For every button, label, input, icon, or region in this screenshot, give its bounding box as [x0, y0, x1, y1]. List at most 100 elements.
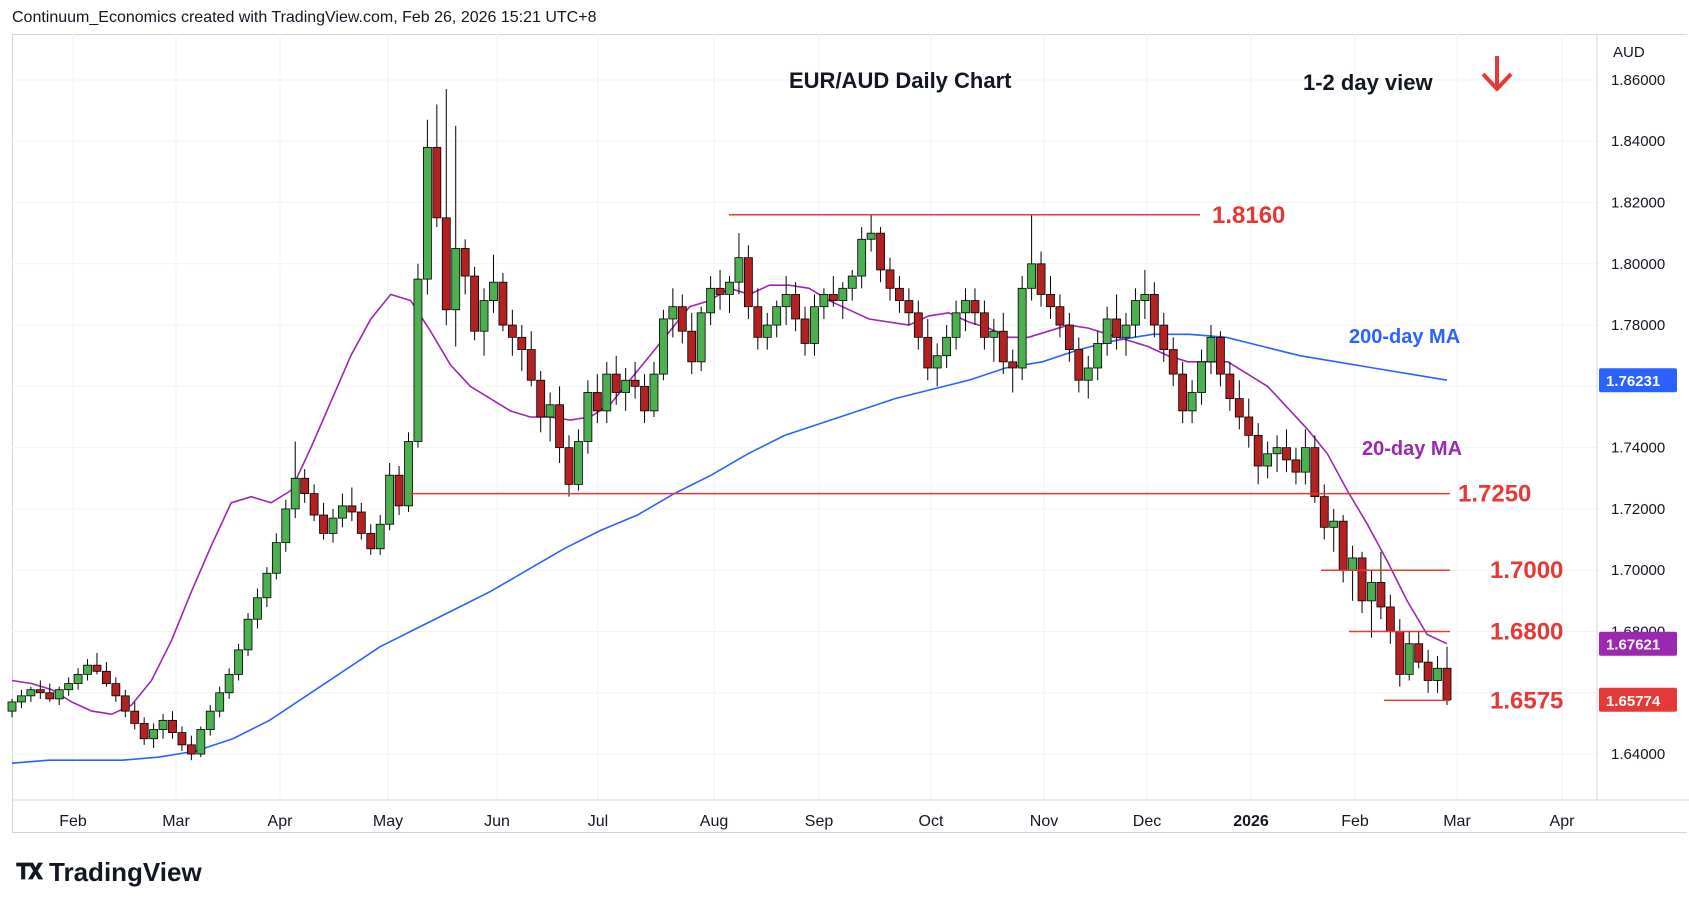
candle	[649, 361, 659, 417]
x-tick-label: Oct	[919, 813, 944, 830]
candle	[980, 300, 989, 350]
candle-body	[961, 300, 970, 314]
candle	[253, 588, 262, 629]
candle	[1008, 349, 1018, 393]
chart-attribution: Continuum_Economics created with Trading…	[12, 9, 597, 26]
candle-body	[73, 673, 83, 684]
candle-body	[1329, 520, 1339, 528]
candle	[1121, 312, 1131, 356]
candle	[1244, 398, 1254, 448]
candle	[224, 668, 234, 699]
candle-body	[234, 649, 243, 675]
candle	[1064, 312, 1074, 362]
candle	[734, 233, 744, 295]
candle	[290, 441, 300, 519]
candle	[1263, 441, 1273, 479]
candle-body	[432, 146, 442, 219]
price-axis: 1.640001.660001.680001.700001.720001.740…	[12, 34, 1689, 801]
candle-body	[725, 281, 734, 295]
candle-body	[668, 306, 678, 320]
candle-body	[243, 618, 253, 651]
candle	[838, 282, 848, 319]
candle-body	[677, 306, 687, 332]
candle	[526, 331, 536, 387]
candle-body	[1244, 416, 1254, 436]
candle	[1046, 276, 1055, 319]
candle	[130, 701, 140, 730]
candle	[677, 294, 687, 344]
candle-body	[498, 281, 508, 326]
candle-body	[1376, 582, 1386, 608]
candle-body	[1149, 294, 1159, 326]
candle-body	[1272, 447, 1282, 455]
candle-body	[1263, 453, 1273, 467]
candle-body	[1291, 459, 1301, 473]
candle	[828, 276, 838, 307]
candle	[1159, 312, 1169, 362]
candle-body	[659, 318, 668, 375]
candle-body	[404, 441, 413, 507]
candle-body	[743, 257, 753, 308]
candle-body	[1140, 294, 1150, 301]
tradingview-logo[interactable]: 𝐓𝐗 TradingView	[16, 857, 202, 888]
candle-body	[1083, 367, 1093, 381]
candle	[149, 723, 159, 748]
candle-body	[64, 683, 74, 691]
candle	[451, 125, 461, 347]
candle-body	[810, 306, 819, 344]
candle-body	[1159, 324, 1169, 350]
candle-body	[611, 373, 621, 393]
candle	[1168, 337, 1178, 387]
candle-body	[1112, 318, 1121, 338]
last-price-tag-bg	[1599, 687, 1677, 712]
candle	[338, 493, 347, 528]
candle-body	[385, 474, 395, 525]
x-tick-label: Nov	[1030, 813, 1058, 830]
candle	[1300, 429, 1310, 485]
candle-body	[1168, 349, 1178, 375]
candle-body	[186, 744, 196, 755]
y-tick-label: 1.82000	[1611, 195, 1665, 212]
candle	[234, 643, 243, 681]
candle	[83, 659, 92, 681]
candle	[1027, 214, 1037, 301]
y-tick-label: 1.70000	[1611, 562, 1665, 579]
candle	[196, 726, 206, 758]
candle	[1131, 288, 1140, 338]
candle-body	[932, 355, 942, 369]
candle-body	[1074, 349, 1084, 381]
candle	[404, 432, 413, 512]
candle-body	[1064, 324, 1074, 350]
x-tick-label: 2026	[1233, 813, 1269, 830]
candle-body	[441, 217, 451, 311]
candle	[35, 680, 45, 699]
candle-body	[120, 695, 130, 712]
candle	[177, 726, 187, 751]
candle	[489, 254, 498, 313]
candle-body	[876, 232, 885, 271]
candle-body	[517, 336, 527, 350]
x-tick-label: Apr	[1550, 813, 1576, 830]
candle-body	[536, 379, 546, 418]
candle	[356, 502, 366, 540]
candle-body	[1338, 520, 1348, 571]
candle-body	[130, 710, 140, 724]
candle-body	[715, 287, 725, 295]
candle	[1178, 361, 1188, 424]
candle	[913, 300, 923, 350]
candle-body	[545, 404, 555, 418]
candle-body	[507, 324, 517, 338]
x-tick-label: Mar	[162, 813, 190, 830]
candle-body	[696, 312, 706, 363]
candle-body	[83, 664, 92, 675]
candle-body	[1367, 582, 1376, 602]
candle	[281, 499, 291, 552]
candle	[1074, 337, 1084, 393]
candle-body	[271, 542, 281, 574]
candle-body	[1414, 643, 1424, 663]
ma200-line	[11, 333, 1448, 764]
y-tick-label: 1.84000	[1611, 133, 1665, 150]
candle	[1272, 435, 1282, 473]
candle	[659, 309, 668, 381]
